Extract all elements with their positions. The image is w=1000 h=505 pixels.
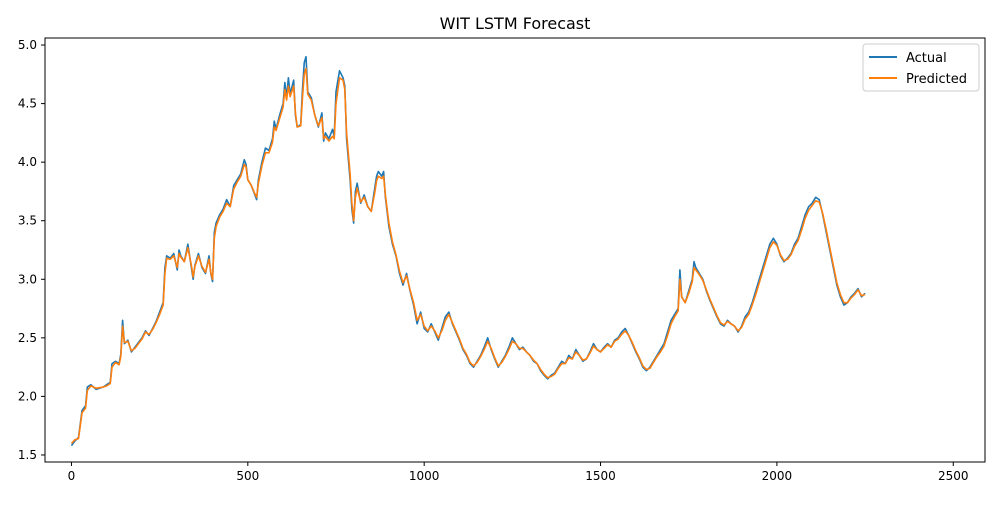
series-layer bbox=[70, 55, 866, 447]
y-tick-label: 1.5 bbox=[18, 448, 37, 462]
y-axis: 1.5 2.0 2.5 3.0 3.5 4.0 4.5 5.0 bbox=[18, 38, 45, 462]
y-tick-label: 4.5 bbox=[18, 97, 37, 111]
y-tick-label: 2.5 bbox=[18, 331, 37, 345]
plot-frame bbox=[44, 37, 986, 463]
legend: Actual Predicted bbox=[862, 43, 980, 92]
x-tick-label: 2000 bbox=[762, 469, 793, 483]
series-line-predicted bbox=[70, 67, 866, 444]
x-tick-label: 1500 bbox=[585, 469, 616, 483]
legend-box bbox=[862, 43, 980, 92]
y-tick-label: 2.0 bbox=[18, 389, 37, 403]
x-axis: 0 500 1000 1500 2000 2500 bbox=[68, 462, 969, 483]
chart-title: WIT LSTM Forecast bbox=[440, 14, 591, 33]
y-tick-label: 5.0 bbox=[18, 38, 37, 52]
x-tick-label: 1000 bbox=[409, 469, 440, 483]
x-tick-label: 0 bbox=[68, 469, 76, 483]
x-tick-label: 500 bbox=[236, 469, 259, 483]
y-tick-label: 4.0 bbox=[18, 155, 37, 169]
legend-label-predicted: Predicted bbox=[906, 72, 967, 87]
x-tick-label: 2500 bbox=[938, 469, 969, 483]
series-line-actual bbox=[70, 55, 866, 447]
y-tick-label: 3.0 bbox=[18, 272, 37, 286]
legend-label-actual: Actual bbox=[906, 51, 947, 66]
y-tick-label: 3.5 bbox=[18, 214, 37, 228]
